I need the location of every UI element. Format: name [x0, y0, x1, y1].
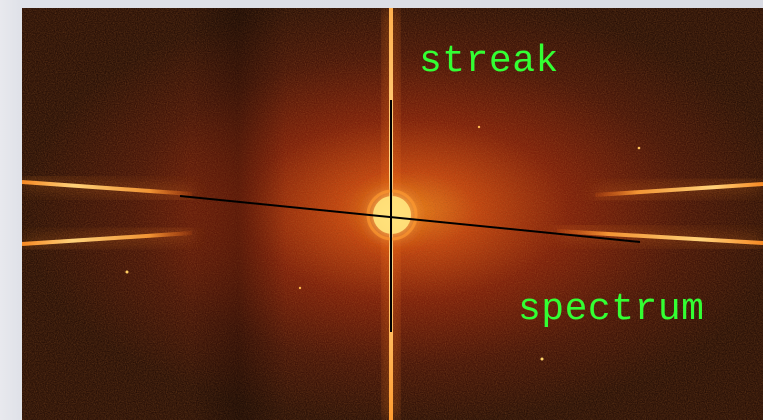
left-spectrum-group — [22, 178, 193, 248]
left-lower-spectrum — [22, 231, 193, 246]
astronomy-image — [22, 8, 763, 420]
right-spectrum-group — [556, 180, 763, 247]
pixel-dot — [540, 357, 544, 361]
right-lower-spectrum — [556, 229, 763, 245]
dark-vertical-band — [190, 8, 286, 420]
pixel-dot — [637, 146, 641, 150]
pixel-dot — [125, 270, 129, 274]
small-bright-pixels — [125, 125, 641, 361]
streak-label: streak — [419, 40, 559, 83]
pixel-dot — [298, 286, 302, 290]
spectrum-label: spectrum — [518, 288, 705, 331]
spectrum-line — [179, 195, 641, 243]
crosshair-lines — [179, 100, 641, 332]
pixel-dot — [477, 125, 481, 129]
astronomical-image-panel: streak spectrum — [22, 8, 763, 420]
left-upper-spectrum — [22, 180, 193, 196]
right-upper-spectrum — [594, 182, 763, 197]
